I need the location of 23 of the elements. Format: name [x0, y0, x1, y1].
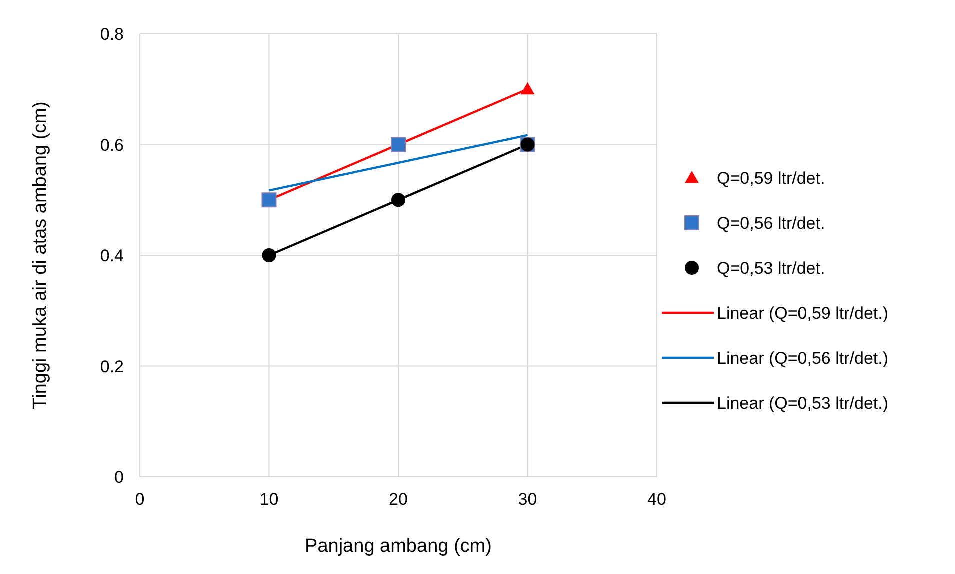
y-tick-label: 0.8 — [100, 25, 124, 44]
x-tick-label: 20 — [389, 490, 408, 509]
point — [262, 248, 276, 262]
y-tick-label: 0.6 — [100, 136, 124, 155]
legend-label: Linear (Q=0,53 ltr/det.) — [717, 394, 889, 413]
x-axis-title: Panjang ambang (cm) — [305, 536, 492, 557]
y-tick-label: 0 — [114, 468, 124, 487]
legend-label: Q=0,59 ltr/det. — [717, 169, 826, 188]
x-tick-label: 30 — [518, 490, 538, 509]
y-tick-label: 0.2 — [100, 357, 124, 376]
legend-label: Q=0,56 ltr/det. — [717, 214, 826, 233]
point — [391, 137, 406, 152]
point — [392, 193, 406, 208]
legend-label: Linear (Q=0,56 ltr/det.) — [717, 349, 889, 368]
x-tick-label: 10 — [260, 490, 279, 509]
y-axis-title: Tinggi muka air di atas ambang (cm) — [30, 102, 51, 410]
x-tick-label: 40 — [648, 490, 666, 509]
point — [520, 82, 535, 95]
y-tick-label: 0.4 — [100, 246, 124, 266]
legend-label: Linear (Q=0,59 ltr/det.) — [717, 304, 889, 323]
legend-label: Q=0,53 ltr/det. — [717, 259, 826, 278]
point — [262, 192, 277, 208]
x-tick-label: 0 — [135, 490, 145, 509]
